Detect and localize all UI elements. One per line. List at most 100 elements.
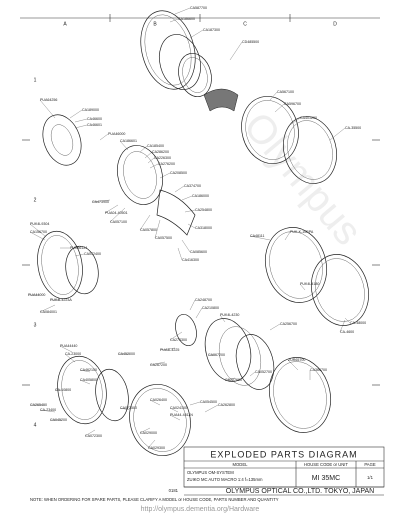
part-number: CA052700: [255, 370, 272, 374]
row-label: 2: [34, 197, 37, 203]
leader-line: [181, 195, 193, 201]
part-number: CA401200: [300, 116, 317, 120]
part-number: CA057500: [155, 236, 172, 240]
leader-line: [204, 404, 219, 413]
leader-line: [269, 91, 278, 101]
leader-line: [79, 369, 91, 373]
part-number: CA46601: [87, 123, 102, 127]
part-number: CA072300: [85, 434, 102, 438]
leader-line: [195, 307, 203, 319]
part-number: CA057100: [110, 220, 127, 224]
leader-line: [169, 407, 179, 413]
part-number: CA-48000: [350, 321, 366, 325]
leader-line: [29, 223, 46, 237]
leader-line: [249, 235, 271, 241]
leader-line: [184, 209, 196, 213]
part-number: CA416300: [182, 258, 199, 262]
leader-line: [224, 377, 236, 381]
part-number: CA452000: [118, 352, 135, 356]
leader-line: [169, 18, 179, 23]
part-number: CA-10800: [55, 388, 71, 392]
part-number: PUA04-40501: [105, 211, 128, 215]
leader-line: [149, 361, 166, 366]
diagram-title: EXPLODED PARTS DIAGRAM: [210, 449, 357, 459]
leader-line: [147, 157, 155, 164]
part-number: CA374700: [184, 184, 201, 188]
leader-line: [249, 371, 256, 377]
leader-line: [187, 223, 196, 229]
leader-line: [344, 317, 351, 324]
column-label: D: [333, 21, 337, 27]
leader-line: [269, 323, 281, 331]
part-number: CA-35500: [345, 126, 361, 130]
leader-line: [189, 29, 204, 39]
part-number: CA085600: [190, 250, 207, 254]
leader-line: [139, 145, 148, 153]
leader-line: [189, 299, 196, 311]
leader-line: [169, 331, 183, 341]
leader-line: [339, 319, 346, 333]
part-number: CA072400: [84, 252, 101, 256]
leader-line: [174, 185, 185, 193]
company: OLYMPUS OPTICAL CO.,LTD. TOKYO, JAPAN: [226, 488, 374, 495]
part-number: CA318000: [195, 226, 212, 230]
part-number: CA286200: [152, 150, 169, 154]
part-number: CA273300: [170, 338, 187, 342]
part-number: PUK4L4230: [220, 313, 239, 317]
part-number: CA473900: [92, 200, 109, 204]
part-number: CD485500: [242, 40, 259, 44]
leader-line: [74, 118, 88, 123]
model-header: MODEL: [233, 462, 249, 467]
leader-line: [177, 247, 183, 261]
part-number: PUK4L4180: [300, 282, 319, 286]
leader-line: [154, 219, 161, 239]
leader-line: [329, 127, 346, 141]
leader-line: [29, 231, 46, 241]
leader-line: [74, 253, 85, 257]
part-number: PUK66124: [70, 246, 87, 250]
lens-parts: [37, 10, 369, 456]
part-number: CA360700: [310, 368, 327, 372]
leader-line: [147, 439, 156, 449]
part-number: CA072500: [120, 406, 137, 410]
part-number: CA567100: [277, 90, 294, 94]
part-number: CA596700: [284, 102, 301, 106]
part-number: CA045200: [50, 418, 67, 422]
part-number: CA587700: [190, 6, 207, 10]
leader-line: [289, 117, 301, 126]
code-header: HOUSE CODE or UNIT: [304, 462, 348, 467]
part-number: CA029000: [140, 431, 157, 435]
leader-line: [39, 99, 56, 119]
leader-line: [91, 199, 111, 203]
margin-ticks: [20, 14, 380, 386]
leader-line: [181, 239, 191, 253]
source-url: http://olympus.dementia.org/Hardware: [141, 506, 260, 513]
leader-line: [299, 283, 306, 291]
column-label: B: [153, 21, 157, 27]
leader-line: [69, 109, 83, 119]
leader-line: [144, 151, 153, 159]
model-line: ZUIKO MC AUTO MACRO 1:4 f=135mm: [187, 477, 263, 482]
leader-line: [274, 103, 285, 113]
note: NOTE: WHEN ORDERING FOR SPARE PARTS, PLE…: [30, 497, 279, 502]
part-number: CA210800: [202, 306, 219, 310]
part-number: CA267200: [150, 363, 167, 367]
part-number: CA254800: [195, 208, 212, 212]
leader-line: [109, 207, 126, 223]
leader-line: [119, 140, 129, 151]
part-number: CA48111: [250, 234, 264, 238]
part-number: PUK4L4223A: [50, 298, 72, 302]
part-number: CA187300: [203, 28, 220, 32]
leader-line: [104, 204, 119, 214]
part-number: CA-23400: [40, 408, 56, 412]
page-number: 1/1: [367, 475, 373, 480]
part-number: CA185400: [147, 144, 164, 148]
leader-line: [189, 401, 201, 406]
part-number: PUA46000: [108, 132, 125, 136]
part-number: CA226300: [154, 156, 171, 160]
part-number: CA-4600: [340, 330, 354, 334]
row-label: 4: [34, 422, 37, 428]
house-code: MI 35MC: [312, 475, 340, 482]
